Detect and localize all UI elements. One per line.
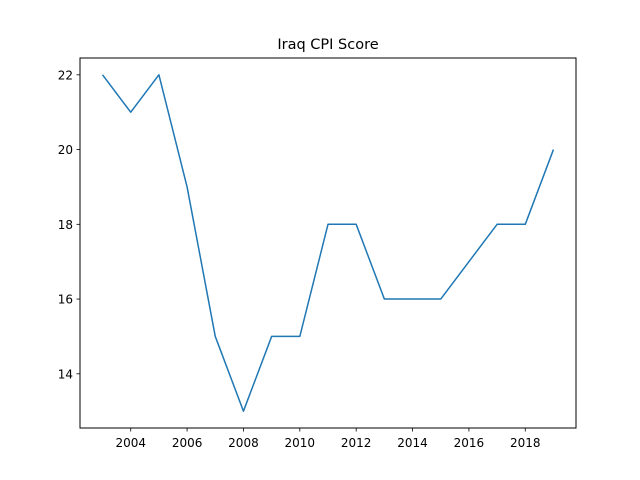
y-tick-label: 20 xyxy=(58,143,73,157)
y-tick-label: 22 xyxy=(58,68,73,82)
x-tick-label: 2006 xyxy=(172,436,203,450)
x-tick-label: 2008 xyxy=(228,436,259,450)
x-tick-label: 2016 xyxy=(454,436,485,450)
x-axis: 2004 2006 2008 2010 2012 2014 2016 2018 xyxy=(115,428,541,450)
x-tick-label: 2004 xyxy=(115,436,146,450)
y-axis: 14 16 18 20 22 xyxy=(58,68,80,381)
axes-frame xyxy=(79,57,577,429)
plot-area xyxy=(101,74,555,412)
y-tick-label: 16 xyxy=(58,293,73,307)
chart-title: Iraq CPI Score xyxy=(277,37,378,53)
y-tick-label: 14 xyxy=(58,367,73,381)
x-tick-label: 2014 xyxy=(397,436,428,450)
x-tick-label: 2012 xyxy=(341,436,372,450)
x-tick-label: 2018 xyxy=(510,436,541,450)
x-tick-label: 2010 xyxy=(285,436,316,450)
y-tick-label: 18 xyxy=(58,218,73,232)
